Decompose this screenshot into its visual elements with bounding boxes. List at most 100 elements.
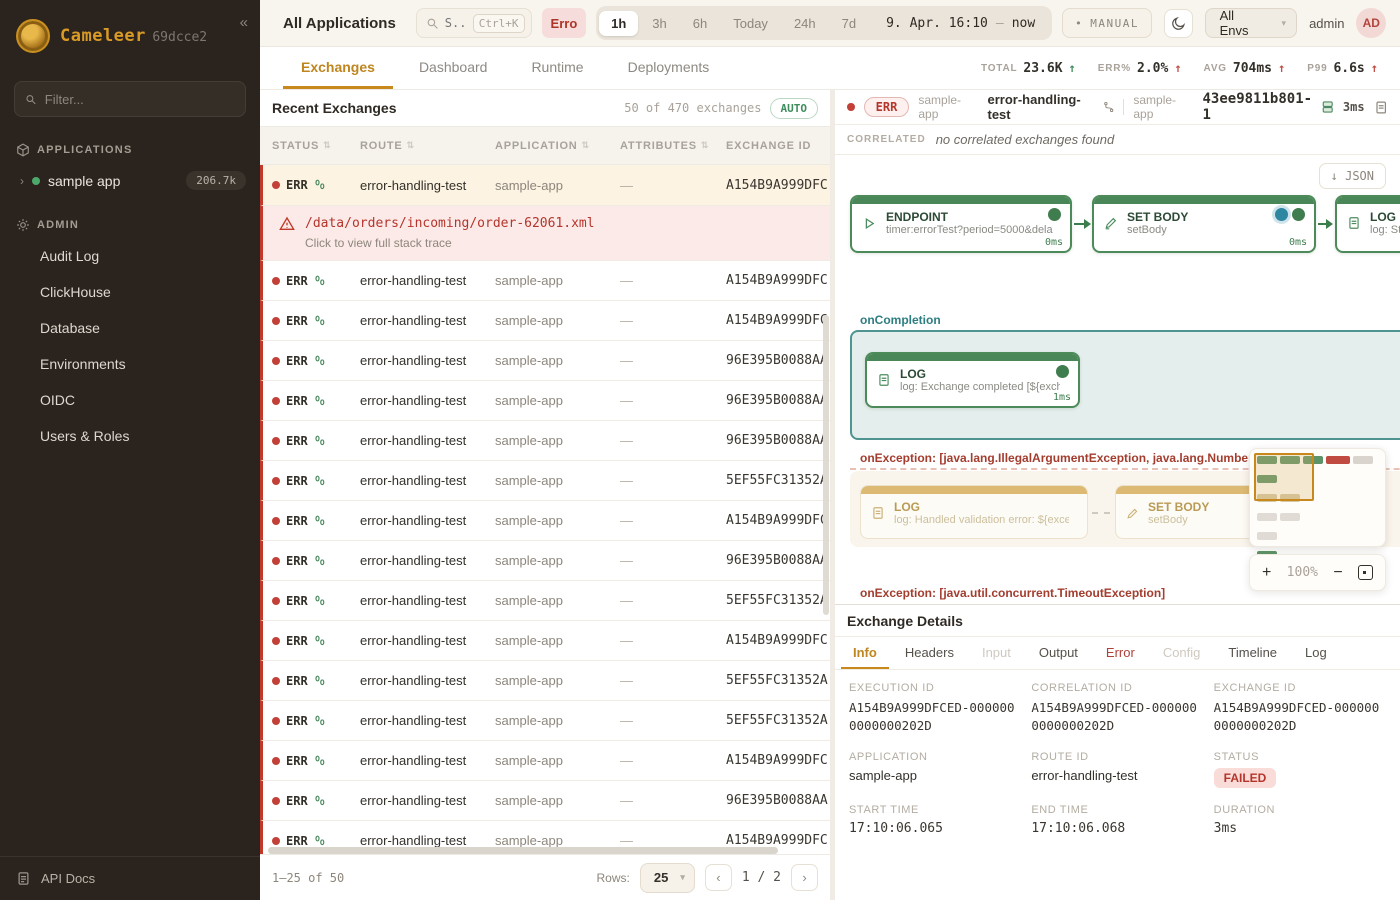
table-row[interactable]: ERR error-handling-test sample-app — 96E…	[260, 421, 830, 461]
main-tab[interactable]: Runtime	[531, 58, 584, 75]
footprints-trace-icon[interactable]	[314, 835, 326, 847]
footprints-trace-icon[interactable]	[314, 555, 326, 567]
vertical-scrollbar[interactable]	[823, 315, 829, 615]
column-attributes[interactable]: ATTRIBUTES ⇅	[620, 139, 710, 152]
download-json-button[interactable]: ↓ JSON	[1318, 163, 1386, 189]
table-row[interactable]: ERR error-handling-test sample-app — 96E…	[260, 541, 830, 581]
column-application[interactable]: APPLICATION ⇅	[495, 139, 590, 152]
sidebar-filter-input[interactable]	[44, 91, 235, 107]
flow-node-set-body[interactable]: SET BODY setBody 0ms	[1092, 195, 1316, 253]
next-page-button[interactable]: ›	[791, 864, 818, 891]
footprints-trace-icon[interactable]	[314, 355, 326, 367]
flow-node-endpoint[interactable]: ENDPOINT timer:errorTest?period=5000&del…	[850, 195, 1072, 253]
node-breakpoint-dot	[1275, 208, 1288, 221]
flow-node-log[interactable]: LOG log: Sta	[1335, 195, 1400, 253]
main-tab[interactable]: Deployments	[627, 58, 710, 75]
column-status[interactable]: STATUS ⇅	[272, 139, 332, 152]
footprints-trace-icon[interactable]	[314, 715, 326, 727]
expand-chevron-icon[interactable]: ›	[20, 173, 24, 188]
search-input[interactable]	[444, 16, 467, 30]
footprints-trace-icon[interactable]	[314, 795, 326, 807]
details-tab[interactable]: Input	[981, 644, 1011, 660]
table-row[interactable]: ERR error-handling-test sample-app — 5EF…	[260, 461, 830, 501]
footprints-trace-icon[interactable]	[314, 475, 326, 487]
footprints-trace-icon[interactable]	[314, 395, 326, 407]
zoom-in-button[interactable]: +	[1262, 563, 1272, 581]
error-stack-trace-row[interactable]: /data/orders/incoming/order-62061.xml Cl…	[260, 206, 830, 261]
document-icon[interactable]	[1374, 100, 1388, 115]
details-tab[interactable]: Config	[1162, 644, 1201, 660]
details-tab[interactable]: Timeline	[1228, 644, 1278, 660]
main-tab[interactable]: Dashboard	[418, 58, 488, 75]
table-row[interactable]: ERR error-handling-test sample-app — 96E…	[260, 341, 830, 381]
rows-per-page-select[interactable]: 25 ▾	[639, 862, 695, 893]
sidebar-item-api-docs[interactable]: API Docs	[0, 856, 260, 900]
table-row[interactable]: ERR error-handling-test sample-app — 5EF…	[260, 581, 830, 621]
flow-canvas[interactable]: ↓ JSON ENDPOINT timer:errorTest?period=5…	[835, 155, 1400, 604]
table-row[interactable]: ERR error-handling-test sample-app — A15…	[260, 621, 830, 661]
sidebar-filter[interactable]	[14, 81, 246, 117]
table-row[interactable]: ERR error-handling-test sample-app — A15…	[260, 501, 830, 541]
exchange-short-id[interactable]: 43ee9811b801-1	[1202, 91, 1333, 123]
attributes-cell: —	[620, 633, 633, 648]
prev-page-button[interactable]: ‹	[704, 864, 732, 891]
theme-toggle-button[interactable]	[1164, 8, 1193, 38]
application-cell: sample-app	[495, 353, 563, 368]
details-tab[interactable]: Info	[841, 637, 889, 669]
footprints-trace-icon[interactable]	[314, 179, 326, 191]
sidebar-item-sample-app[interactable]: › sample app 206.7k	[0, 163, 260, 198]
table-row[interactable]: ERR error-handling-test sample-app — A15…	[260, 821, 830, 854]
details-tab[interactable]: Log	[1305, 644, 1327, 660]
sidebar-collapse-icon[interactable]: «	[239, 14, 248, 31]
time-range-button[interactable]: 3h	[640, 11, 678, 36]
manual-refresh-button[interactable]: • MANUAL	[1062, 8, 1153, 38]
time-range-button[interactable]: 24h	[782, 11, 828, 36]
time-range-button[interactable]: 6h	[681, 11, 719, 36]
sidebar-item[interactable]: OIDC	[40, 392, 75, 408]
zoom-out-button[interactable]: −	[1333, 563, 1343, 581]
time-range-button[interactable]: 1h	[599, 10, 639, 36]
details-tab[interactable]: Headers	[904, 644, 954, 660]
footprints-trace-icon[interactable]	[314, 315, 326, 327]
flow-route[interactable]: error-handling-test	[988, 92, 1115, 122]
footprints-trace-icon[interactable]	[314, 275, 326, 287]
env-select[interactable]: All Envs ▾	[1204, 8, 1298, 38]
sidebar-item[interactable]: Database	[40, 320, 100, 336]
flow-node-exception-log[interactable]: LOG log: Handled validation error: ${exc…	[860, 485, 1088, 539]
footprints-trace-icon[interactable]	[314, 675, 326, 687]
details-tab[interactable]: Output	[1038, 644, 1078, 660]
table-row[interactable]: ERR error-handling-test sample-app — 96E…	[260, 781, 830, 821]
table-row[interactable]: ERR error-handling-test sample-app — A15…	[260, 261, 830, 301]
main-tab[interactable]: Exchanges	[283, 47, 393, 89]
time-range-button[interactable]: 7d	[830, 11, 868, 36]
flow-minimap[interactable]	[1249, 448, 1386, 559]
details-tab[interactable]: Error	[1105, 644, 1135, 660]
column-exchange-id[interactable]: EXCHANGE ID	[726, 139, 812, 152]
table-row[interactable]: ERR error-handling-test sample-app — A15…	[260, 741, 830, 781]
sidebar-item[interactable]: Users & Roles	[40, 428, 130, 444]
date-range[interactable]: 9. Apr. 16:10 – now	[870, 16, 1049, 31]
footprints-trace-icon[interactable]	[314, 435, 326, 447]
sidebar-item[interactable]: Audit Log	[40, 248, 100, 264]
fit-view-icon[interactable]	[1357, 565, 1373, 580]
flow-node-completion-log[interactable]: LOG log: Exchange completed [${exchan 1m…	[865, 352, 1080, 408]
footprints-trace-icon[interactable]	[314, 515, 326, 527]
horizontal-scrollbar[interactable]	[268, 847, 778, 854]
table-row[interactable]: ERR error-handling-test sample-app — 5EF…	[260, 701, 830, 741]
minimap-viewport[interactable]	[1254, 453, 1314, 501]
footprints-trace-icon[interactable]	[314, 595, 326, 607]
time-range-button[interactable]: Today	[721, 11, 780, 36]
avatar[interactable]: AD	[1356, 8, 1387, 38]
footprints-trace-icon[interactable]	[314, 755, 326, 767]
global-search[interactable]: Ctrl+K	[415, 8, 532, 38]
table-row[interactable]: ERR error-handling-test sample-app — A15…	[260, 301, 830, 341]
sidebar-item[interactable]: Environments	[40, 356, 126, 372]
table-row-selected[interactable]: ERR error-handling-test sample-app — A15…	[260, 165, 830, 206]
table-row[interactable]: ERR error-handling-test sample-app — 96E…	[260, 381, 830, 421]
auto-refresh-badge[interactable]: AUTO	[769, 97, 818, 119]
filter-chip-error[interactable]: Erro	[541, 8, 587, 38]
sidebar-item[interactable]: ClickHouse	[40, 284, 111, 300]
table-row[interactable]: ERR error-handling-test sample-app — 5EF…	[260, 661, 830, 701]
footprints-trace-icon[interactable]	[314, 635, 326, 647]
column-route[interactable]: ROUTE ⇅	[360, 139, 415, 152]
